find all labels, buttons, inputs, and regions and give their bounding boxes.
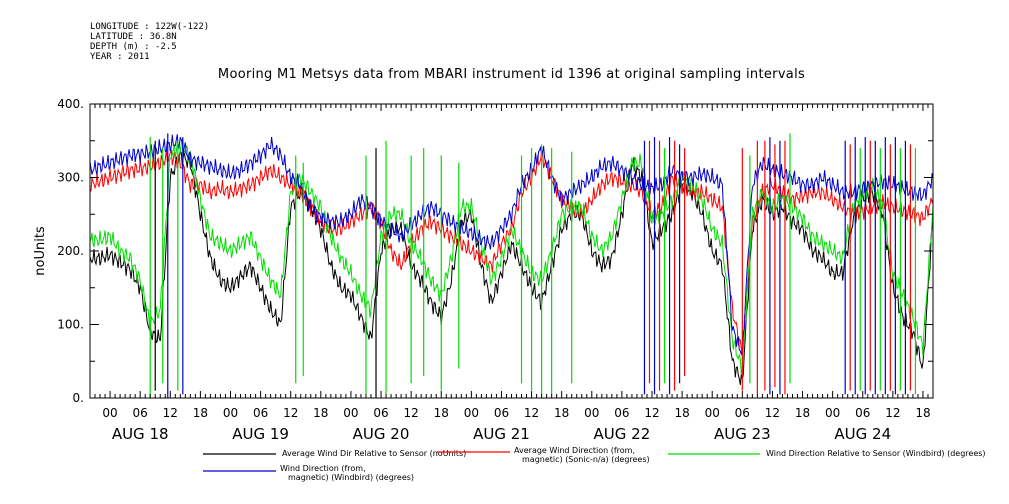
x-tick-label: 06 (735, 406, 750, 420)
x-tick-label: 18 (915, 406, 930, 420)
chart-title: Mooring M1 Metsys data from MBARI instru… (217, 67, 806, 82)
day-label: AUG 18 (112, 425, 169, 443)
day-label: AUG 21 (473, 425, 530, 443)
chart-title-wrap: Mooring M1 Metsys data from MBARI instru… (0, 67, 1009, 82)
x-tick-label: 18 (313, 406, 328, 420)
x-tick-label: 00 (102, 406, 117, 420)
metadata-block: LONGITUDE : 122W(-122) LATITUDE : 36.8N … (90, 22, 209, 62)
legend-label-1: magnetic) (Sonic-n/a) (degrees) (522, 455, 650, 464)
y-tick-label: 300. (57, 171, 84, 185)
legend-label-1: Average Wind Direction (from, (514, 446, 635, 455)
y-tick-label: 100. (57, 318, 84, 332)
legend: Average Wind Dir Relative to Sensor (noU… (203, 446, 986, 482)
depth-label: DEPTH (m) : -2.5 (90, 42, 177, 52)
x-tick-label: 12 (765, 406, 780, 420)
day-label: AUG 24 (834, 425, 891, 443)
y-tick-label: 0. (73, 391, 84, 405)
day-label: AUG 22 (594, 425, 651, 443)
axes: 00 06 12 18 00 06 12 18 00 06 12 18 00 06 12 18 00 06 12 18… (33, 97, 934, 443)
x-tick-label: 12 (524, 406, 539, 420)
y-tick-label: 400. (57, 97, 84, 111)
series-line-3 (89, 134, 934, 355)
x-tick-label: 12 (885, 406, 900, 420)
x-tick-label: 18 (434, 406, 449, 420)
series-line-2 (89, 138, 934, 375)
plot-lines (89, 133, 934, 398)
x-tick-label: 00 (223, 406, 238, 420)
x-tick-label: 18 (554, 406, 569, 420)
x-tick-label: 12 (163, 406, 178, 420)
x-tick-label: 00 (705, 406, 720, 420)
y-tick-label: 200. (57, 244, 84, 258)
x-tick-label: 12 (404, 406, 419, 420)
x-tick-label: 06 (614, 406, 629, 420)
x-tick-label: 18 (674, 406, 689, 420)
x-tick-label: 00 (584, 406, 599, 420)
x-tick-label: 00 (464, 406, 479, 420)
x-tick-label: 00 (343, 406, 358, 420)
x-tick-label: 06 (133, 406, 148, 420)
day-label: AUG 23 (714, 425, 771, 443)
x-tick-label: 06 (494, 406, 509, 420)
day-label: AUG 19 (232, 425, 289, 443)
x-tick-label: 18 (795, 406, 810, 420)
x-tick-label: 06 (855, 406, 870, 420)
x-tick-label: 00 (825, 406, 840, 420)
x-tick-label: 06 (373, 406, 388, 420)
x-tick-label: 06 (253, 406, 268, 420)
legend-label-3: magnetic) (Windbird) (degrees) (288, 473, 414, 482)
day-label: AUG 20 (353, 425, 410, 443)
plot-frame (89, 103, 934, 399)
y-axis-label: noUnits (33, 226, 48, 276)
x-tick-label: 18 (193, 406, 208, 420)
x-tick-label: 12 (644, 406, 659, 420)
series-line-0 (89, 149, 934, 386)
longitude-label: LONGITUDE : 122W(-122) (90, 22, 210, 32)
legend-label-2: Wind Direction Relative to Sensor (Windb… (766, 449, 986, 458)
latitude-label: LATITUDE : 36.8N (90, 32, 177, 42)
x-tick-label: 12 (283, 406, 298, 420)
legend-label-0: Average Wind Dir Relative to Sensor (noU… (282, 449, 466, 458)
legend-label-3: Wind Direction (from, (280, 464, 366, 473)
year-label: YEAR : 2011 (90, 52, 150, 62)
